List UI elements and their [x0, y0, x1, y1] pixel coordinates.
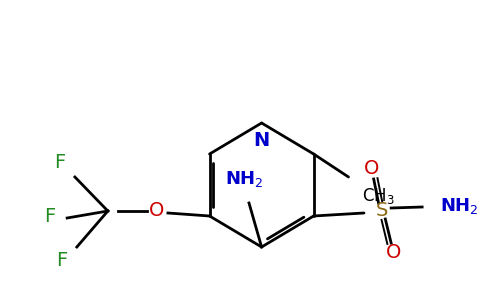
Text: N: N: [254, 131, 270, 150]
Text: O: O: [385, 244, 401, 262]
Text: F: F: [56, 251, 67, 271]
Text: F: F: [54, 154, 65, 172]
Text: NH$_2$: NH$_2$: [439, 196, 478, 216]
Text: O: O: [364, 160, 379, 178]
Text: F: F: [44, 206, 55, 226]
Text: O: O: [149, 202, 164, 220]
Text: S: S: [375, 202, 388, 220]
Text: NH$_2$: NH$_2$: [225, 169, 263, 189]
Text: CH$_3$: CH$_3$: [362, 186, 395, 206]
